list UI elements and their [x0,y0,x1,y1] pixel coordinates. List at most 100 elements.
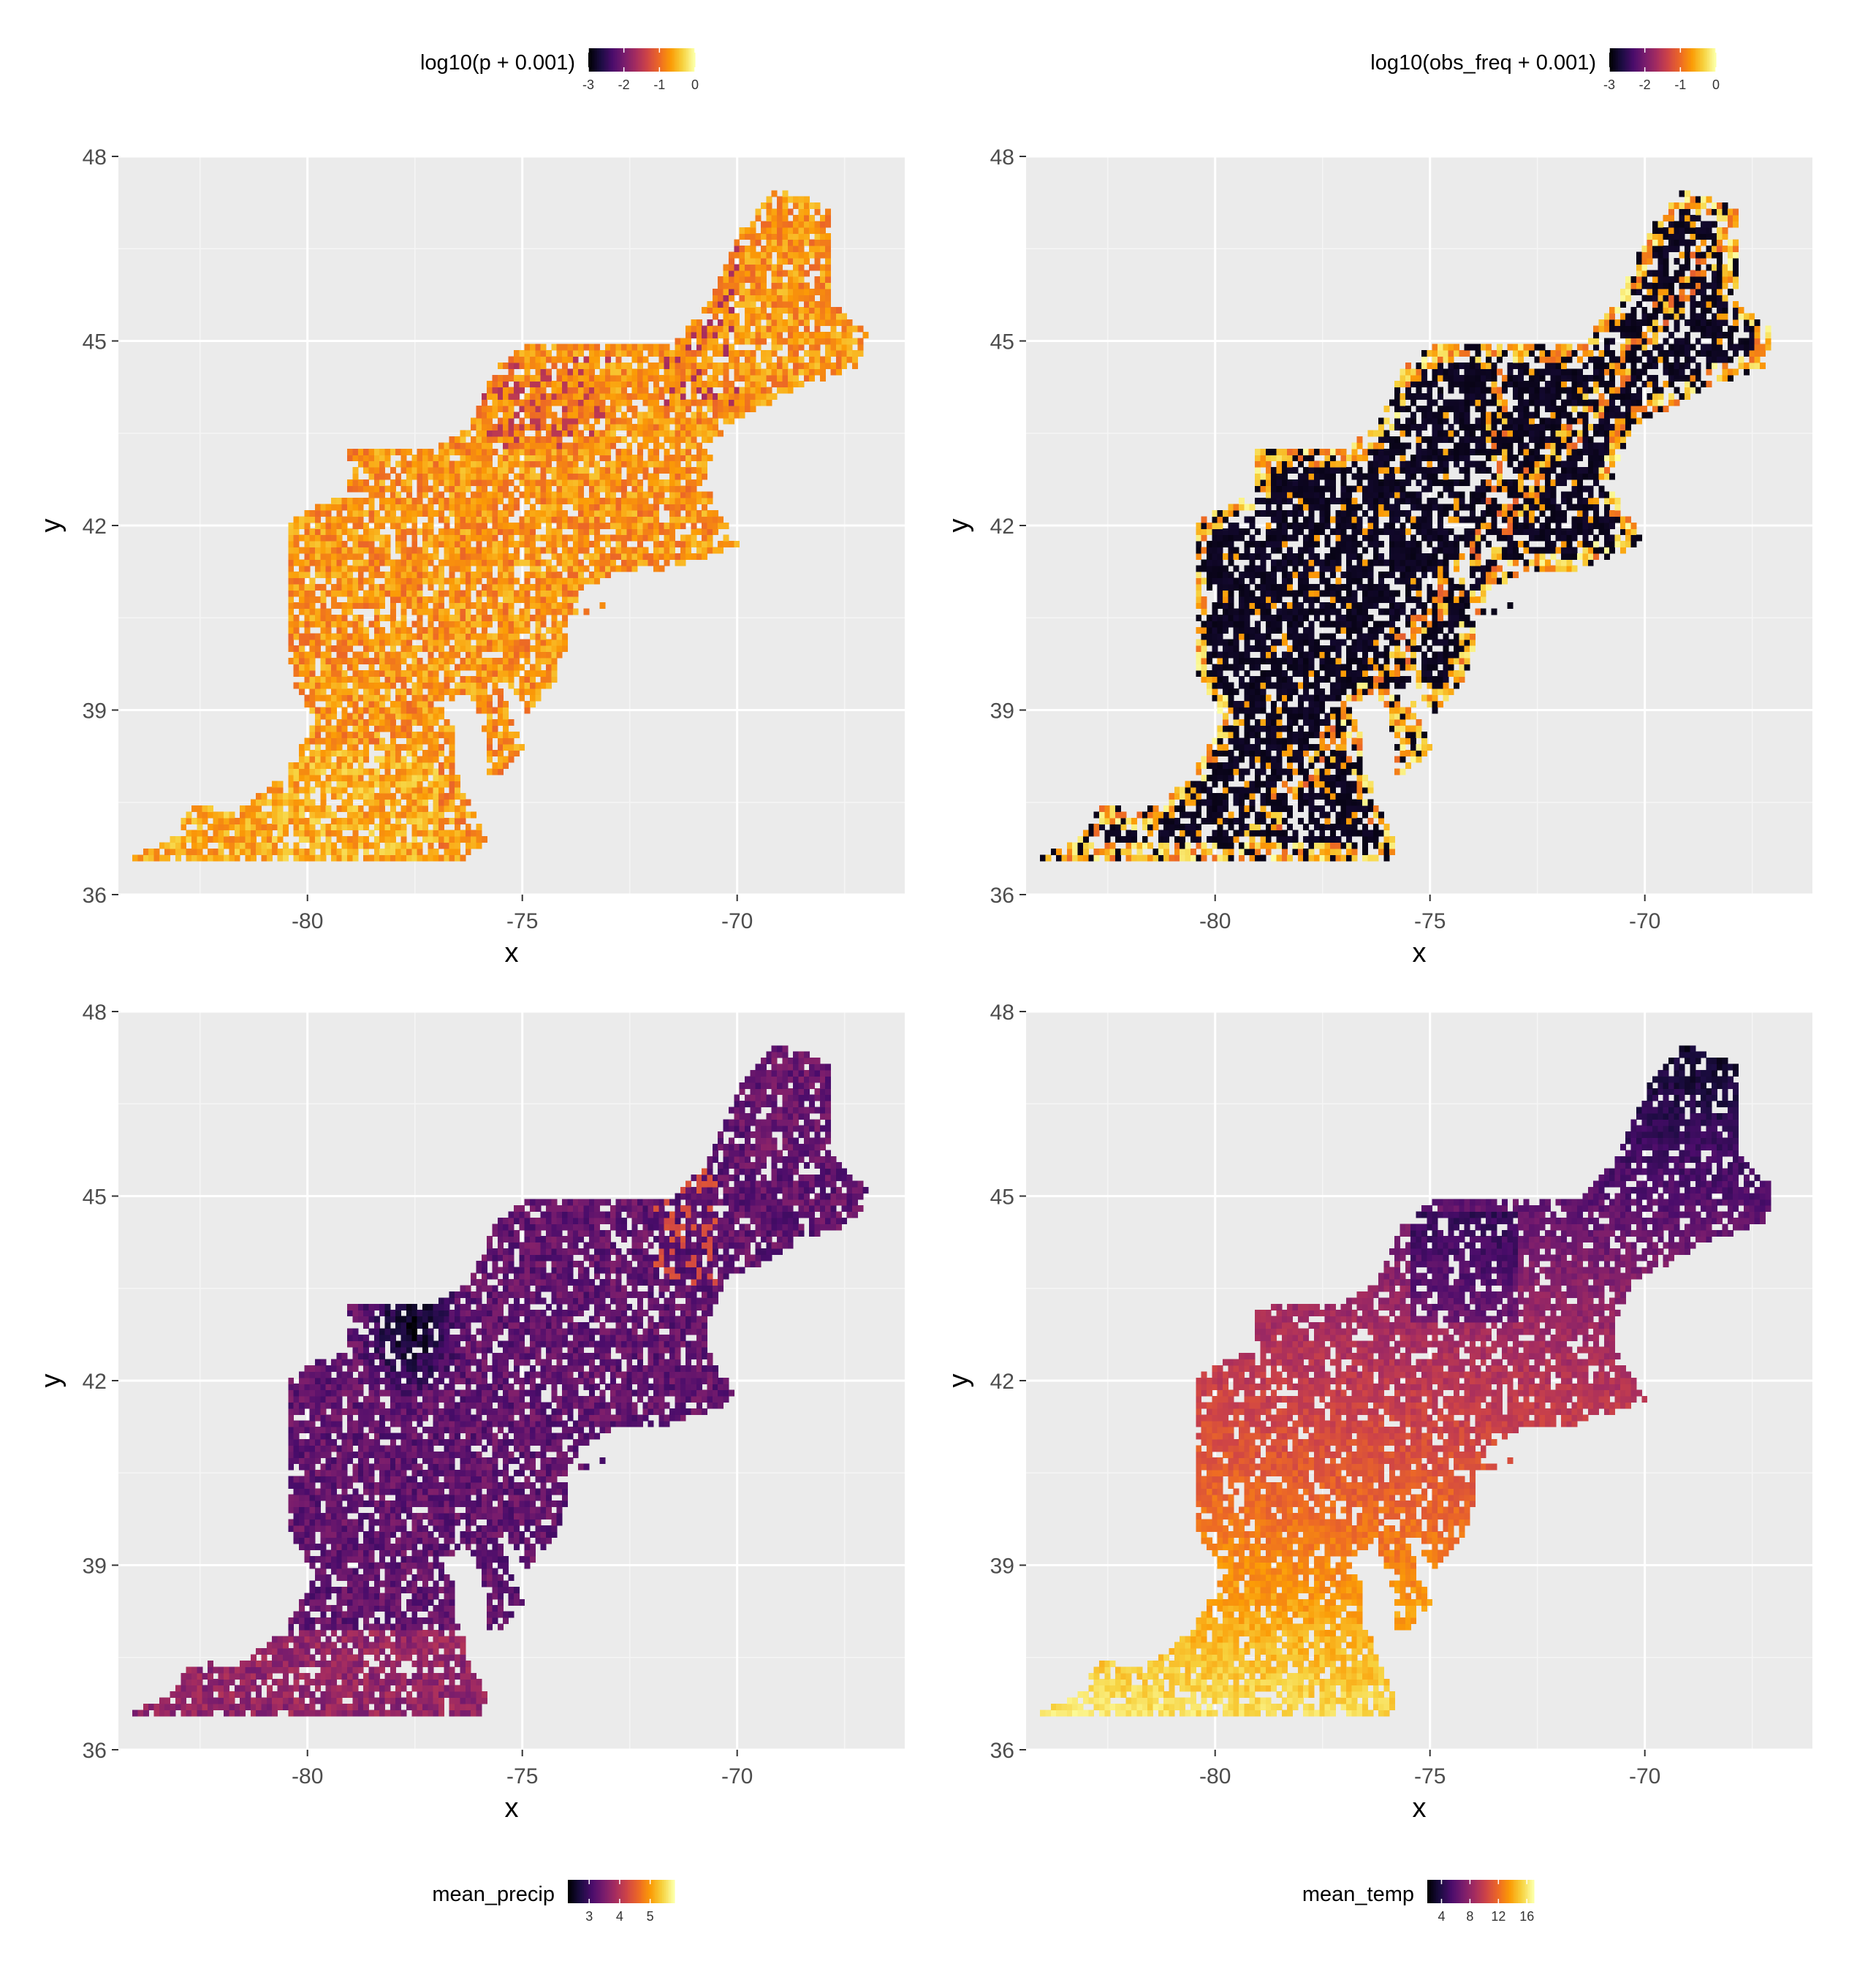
colorbar-segment [1521,1880,1524,1903]
y-tick-label: 42 [990,515,1014,539]
colorbar-segment [1429,1880,1432,1903]
colorbar-segment [1461,1880,1464,1903]
colorbar-segment [603,1880,606,1903]
y-tick-label: 36 [83,1739,107,1763]
legend-break-label: -1 [653,77,665,92]
legend-break-label: -2 [618,77,630,92]
colorbar-segment [1649,48,1652,72]
colorbar-segment [591,48,594,72]
colorbar-segment [664,1880,667,1903]
heatmap-tiles [132,1045,869,1717]
colorbar-segment [610,1880,613,1903]
colorbar-segment [661,1880,664,1903]
legend-break-label: 4 [1438,1909,1445,1924]
axes: -80 -75 -70 36 39 42 45 48 x y [36,1001,753,1824]
colorbar-segment [1516,1880,1519,1903]
x-tick-label: -80 [292,1764,323,1788]
colorbar-segment [639,48,642,72]
colorbar-segment [675,48,678,72]
colorbar-segment [1632,48,1635,72]
colorbar-segment [647,48,650,72]
colorbar-segment [623,48,626,72]
legend-break-label: 4 [616,1909,623,1924]
colorbar-segment [1441,1880,1444,1903]
colorbar-segment [1689,48,1692,72]
colorbar-segment [582,1880,585,1903]
colorbar-segment [648,48,651,72]
colorbar-segment [693,48,696,72]
colorbar-segment [639,1880,642,1903]
y-tick-label: 39 [83,699,107,724]
colorbar-segment [1430,1880,1433,1903]
colorbar-segment [569,1880,572,1903]
y-tick-label: 39 [990,699,1014,724]
y-tick-label: 45 [83,1185,107,1210]
legend-title: mean_temp [1302,1883,1414,1906]
colorbar-segment [1627,48,1630,72]
colorbar-segment [615,48,618,72]
colorbar-segment [1644,48,1647,72]
colorbar-segment [1652,48,1655,72]
colorbar-segment [1694,48,1697,72]
colorbar-segment [1486,1880,1489,1903]
colorbar-segment [667,48,669,72]
colorbar-segment [1477,1880,1480,1903]
grid-lines [118,1010,905,1751]
colorbar-segment [684,48,687,72]
colorbar-segment [1498,1880,1501,1903]
colorbar-segment [1705,48,1708,72]
colorbar-segment [620,48,623,72]
colorbar-segment [657,48,660,72]
colorbar-segment [618,1880,620,1903]
colorbar-segment [1612,48,1615,72]
panel-2: -80 -75 -70 36 39 42 45 48 x y log10(obs_freq + 0.… [943,48,1812,968]
colorbar-segment [619,1880,622,1903]
colorbar-segment [1448,1880,1451,1903]
colorbar-segment [1514,1880,1517,1903]
legend-break-label: 0 [691,77,699,92]
colorbar-segment [1680,48,1683,72]
colorbar-segment [1482,1880,1485,1903]
colorbar-segment [1611,48,1614,72]
colorbar-segment [1528,1880,1531,1903]
colorbar-segment [1457,1880,1460,1903]
legend-break-label: -3 [1603,77,1615,92]
y-tick-label: 45 [83,330,107,354]
colorbar-segment [1660,48,1663,72]
legend-break-label: 0 [1712,77,1720,92]
colorbar-segment [1655,48,1658,72]
colorbar-segment [1623,48,1626,72]
colorbar-segment [618,48,621,72]
colorbar-segment [1508,1880,1511,1903]
x-tick-label: -80 [1199,909,1231,933]
colorbar-segment [689,48,692,72]
colorbar-segment [1496,1880,1499,1903]
colorbar-segment [585,1880,588,1903]
colorbar-segment [652,48,655,72]
colorbar-segment [653,1880,656,1903]
colorbar-segment [1687,48,1690,72]
y-tick-label: 39 [83,1555,107,1579]
colorbar-segment [622,48,625,72]
y-tick-label: 48 [83,145,107,170]
colorbar-segment [598,1880,601,1903]
colorbar-segment [626,1880,629,1903]
colorbar-segment [663,48,666,72]
colorbar-segment [578,1880,581,1903]
colorbar-segment [1675,48,1678,72]
colorbar-segment [1706,48,1709,72]
colorbar-segment [588,48,591,72]
y-tick-label: 36 [990,1739,1014,1763]
colorbar-segment [1434,1880,1437,1903]
colorbar-segment [577,1880,580,1903]
heatmap-tiles [1040,190,1771,862]
colorbar-segment [1505,1880,1508,1903]
colorbar-segment [590,48,593,72]
colorbar-segment [1696,48,1699,72]
colorbar-segment [1454,1880,1457,1903]
legend-break-label: -2 [1639,77,1651,92]
colorbar-segment [665,1880,668,1903]
colorbar-segment [1478,1880,1481,1903]
colorbar-segment [1673,48,1676,72]
